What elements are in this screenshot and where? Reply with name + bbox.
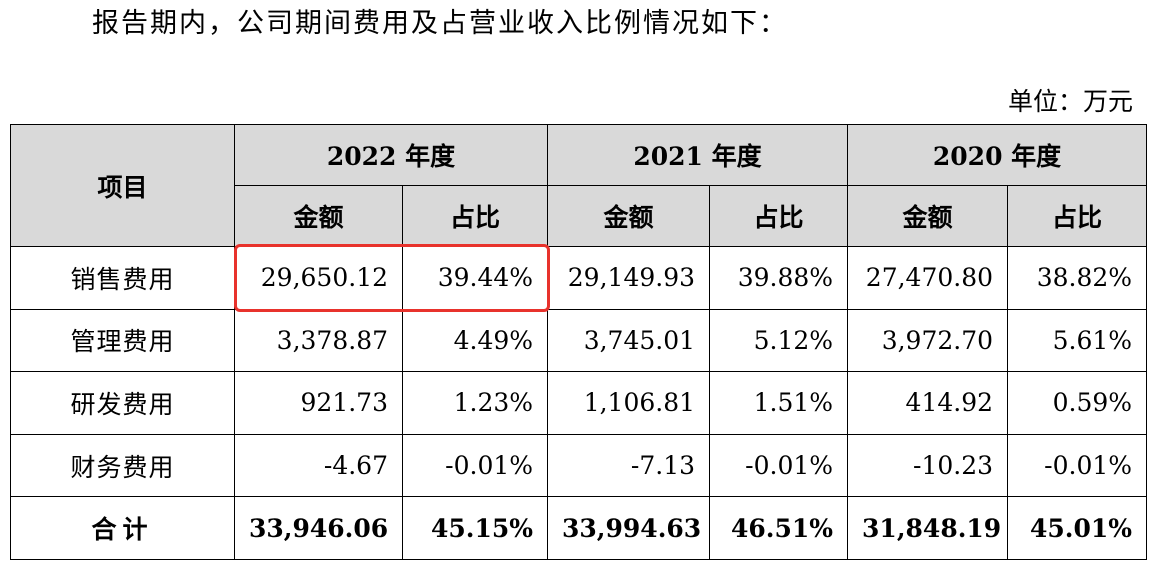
sub-header-amount-2020: 金额 (847, 185, 1009, 247)
table-cell: 921.73 (234, 371, 403, 435)
table-cell: 33,946.06 (234, 496, 403, 560)
table-cell: 414.92 (847, 371, 1009, 435)
table-cell: 3,378.87 (234, 308, 403, 373)
table-cell: 3,972.70 (847, 308, 1009, 373)
table-cell: 0.59% (1007, 371, 1148, 435)
table-cell: 39.44% (401, 246, 549, 310)
year-header-2021: 2021 年度 (547, 124, 849, 186)
year-header-2022: 2022 年度 (233, 124, 549, 186)
table-cell: 33,994.63 (547, 496, 711, 560)
row-label: 合计 (10, 496, 235, 560)
table-cell: 29,149.93 (547, 246, 711, 310)
table-cell: 39.88% (709, 246, 849, 310)
table-cell: -0.01% (401, 433, 549, 498)
sub-header-amount-2021: 金额 (547, 185, 711, 247)
table-cell: 46.51% (709, 496, 849, 560)
table-cell: 5.12% (709, 308, 849, 373)
expense-table: 项目 2022 年度 2021 年度 2020 年度 金额 占比 金额 占比 金… (10, 124, 1148, 560)
intro-paragraph: 报告期内，公司期间费用及占营业收入比例情况如下： (92, 8, 788, 39)
table-cell: 29,650.12 (234, 246, 403, 310)
sub-header-ratio-2021: 占比 (709, 185, 849, 247)
table-cell: 5.61% (1007, 308, 1148, 373)
row-label: 研发费用 (10, 371, 235, 435)
sub-header-ratio-2022: 占比 (401, 185, 549, 247)
table-row-financial-expense: 财务费用 -4.67 -0.01% -7.13 -0.01% -10.23 -0… (10, 433, 1148, 498)
table-cell: -4.67 (234, 433, 403, 498)
row-label: 管理费用 (10, 308, 235, 373)
table-cell: -0.01% (1007, 433, 1148, 498)
table-cell: -0.01% (709, 433, 849, 498)
table-cell: 31,848.19 (847, 496, 1009, 560)
table-row-rd-expense: 研发费用 921.73 1.23% 1,106.81 1.51% 414.92 … (10, 371, 1148, 435)
table-cell: 45.01% (1007, 496, 1148, 560)
table-cell: 27,470.80 (847, 246, 1009, 310)
table-cell: 38.82% (1007, 246, 1148, 310)
year-header-2020: 2020 年度 (847, 124, 1148, 186)
table-cell: 3,745.01 (547, 308, 711, 373)
sub-header-amount-2022: 金额 (234, 185, 403, 247)
unit-label: 单位：万元 (1007, 87, 1133, 116)
table-cell: 1,106.81 (547, 371, 711, 435)
sub-header-ratio-2020: 占比 (1007, 185, 1148, 247)
table-row-total: 合计 33,946.06 45.15% 33,994.63 46.51% 31,… (10, 496, 1148, 560)
table-cell: 45.15% (401, 496, 549, 560)
table-cell: -10.23 (847, 433, 1009, 498)
table-cell: -7.13 (547, 433, 711, 498)
table-row-admin-expense: 管理费用 3,378.87 4.49% 3,745.01 5.12% 3,972… (10, 308, 1148, 373)
item-header: 项目 (10, 124, 235, 247)
table-cell: 1.23% (401, 371, 549, 435)
table-cell: 1.51% (709, 371, 849, 435)
table-row-selling-expense: 销售费用 29,650.12 39.44% 29,149.93 39.88% 2… (10, 246, 1148, 310)
row-label: 销售费用 (10, 246, 235, 310)
row-label: 财务费用 (10, 433, 235, 498)
table-cell: 4.49% (401, 308, 549, 373)
